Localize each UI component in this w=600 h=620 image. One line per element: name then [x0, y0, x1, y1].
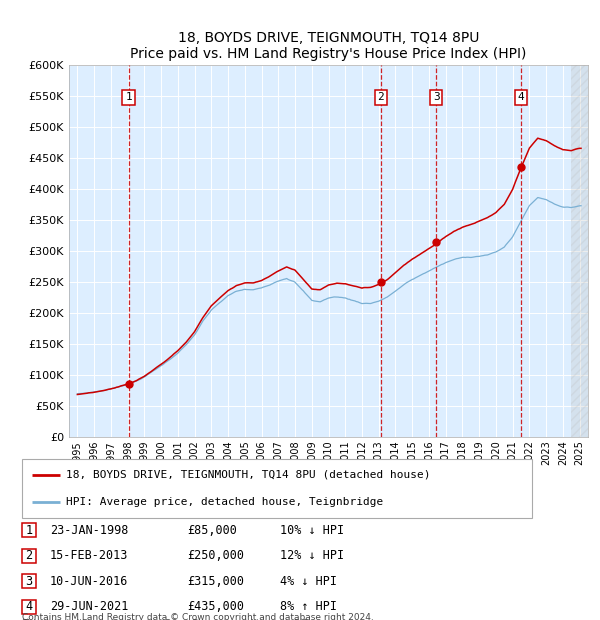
Text: 8% ↑ HPI: 8% ↑ HPI — [280, 600, 337, 613]
Title: 18, BOYDS DRIVE, TEIGNMOUTH, TQ14 8PU
Price paid vs. HM Land Registry's House Pr: 18, BOYDS DRIVE, TEIGNMOUTH, TQ14 8PU Pr… — [130, 31, 527, 61]
Text: 29-JUN-2021: 29-JUN-2021 — [50, 600, 128, 613]
Text: 15-FEB-2013: 15-FEB-2013 — [50, 549, 128, 562]
Text: 10% ↓ HPI: 10% ↓ HPI — [280, 524, 344, 537]
Bar — [571, 65, 590, 437]
FancyBboxPatch shape — [22, 574, 36, 588]
Text: £250,000: £250,000 — [187, 549, 244, 562]
Text: £435,000: £435,000 — [187, 600, 244, 613]
FancyBboxPatch shape — [22, 459, 532, 518]
Text: 23-JAN-1998: 23-JAN-1998 — [50, 524, 128, 537]
FancyBboxPatch shape — [22, 600, 36, 614]
Text: £85,000: £85,000 — [187, 524, 237, 537]
Text: 4% ↓ HPI: 4% ↓ HPI — [280, 575, 337, 588]
Text: 2: 2 — [25, 549, 32, 562]
FancyBboxPatch shape — [22, 523, 36, 538]
Text: 3: 3 — [25, 575, 32, 588]
Text: 3: 3 — [433, 92, 440, 102]
Text: 10-JUN-2016: 10-JUN-2016 — [50, 575, 128, 588]
Text: 12% ↓ HPI: 12% ↓ HPI — [280, 549, 344, 562]
Text: 18, BOYDS DRIVE, TEIGNMOUTH, TQ14 8PU (detached house): 18, BOYDS DRIVE, TEIGNMOUTH, TQ14 8PU (d… — [66, 470, 431, 480]
Text: Contains HM Land Registry data © Crown copyright and database right 2024.: Contains HM Land Registry data © Crown c… — [22, 613, 374, 620]
FancyBboxPatch shape — [22, 549, 36, 563]
Text: 1: 1 — [125, 92, 132, 102]
Text: This data is licensed under the Open Government Licence v3.0.: This data is licensed under the Open Gov… — [22, 619, 311, 620]
Text: 4: 4 — [517, 92, 524, 102]
Text: 1: 1 — [25, 524, 32, 537]
Text: 2: 2 — [377, 92, 384, 102]
Text: HPI: Average price, detached house, Teignbridge: HPI: Average price, detached house, Teig… — [66, 497, 383, 507]
Text: £315,000: £315,000 — [187, 575, 244, 588]
Text: 4: 4 — [25, 600, 32, 613]
